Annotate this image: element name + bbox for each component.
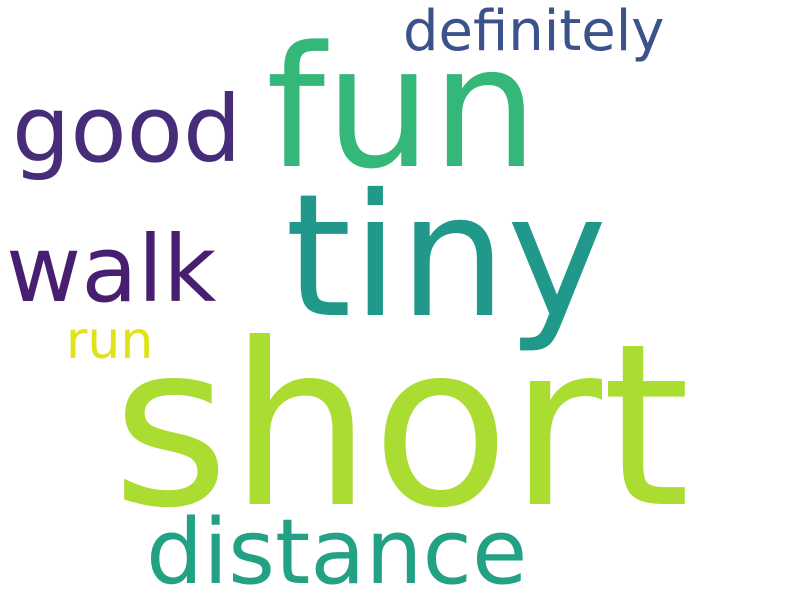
- word-definitely: definitely: [403, 0, 665, 64]
- word-tiny: tiny: [285, 158, 608, 356]
- word-distance: distance: [146, 500, 528, 600]
- word-short: short: [112, 296, 691, 558]
- word-walk: walk: [6, 216, 217, 323]
- word-run: run: [66, 311, 154, 371]
- word-fun: fun: [266, 10, 539, 206]
- word-good: good: [12, 76, 242, 183]
